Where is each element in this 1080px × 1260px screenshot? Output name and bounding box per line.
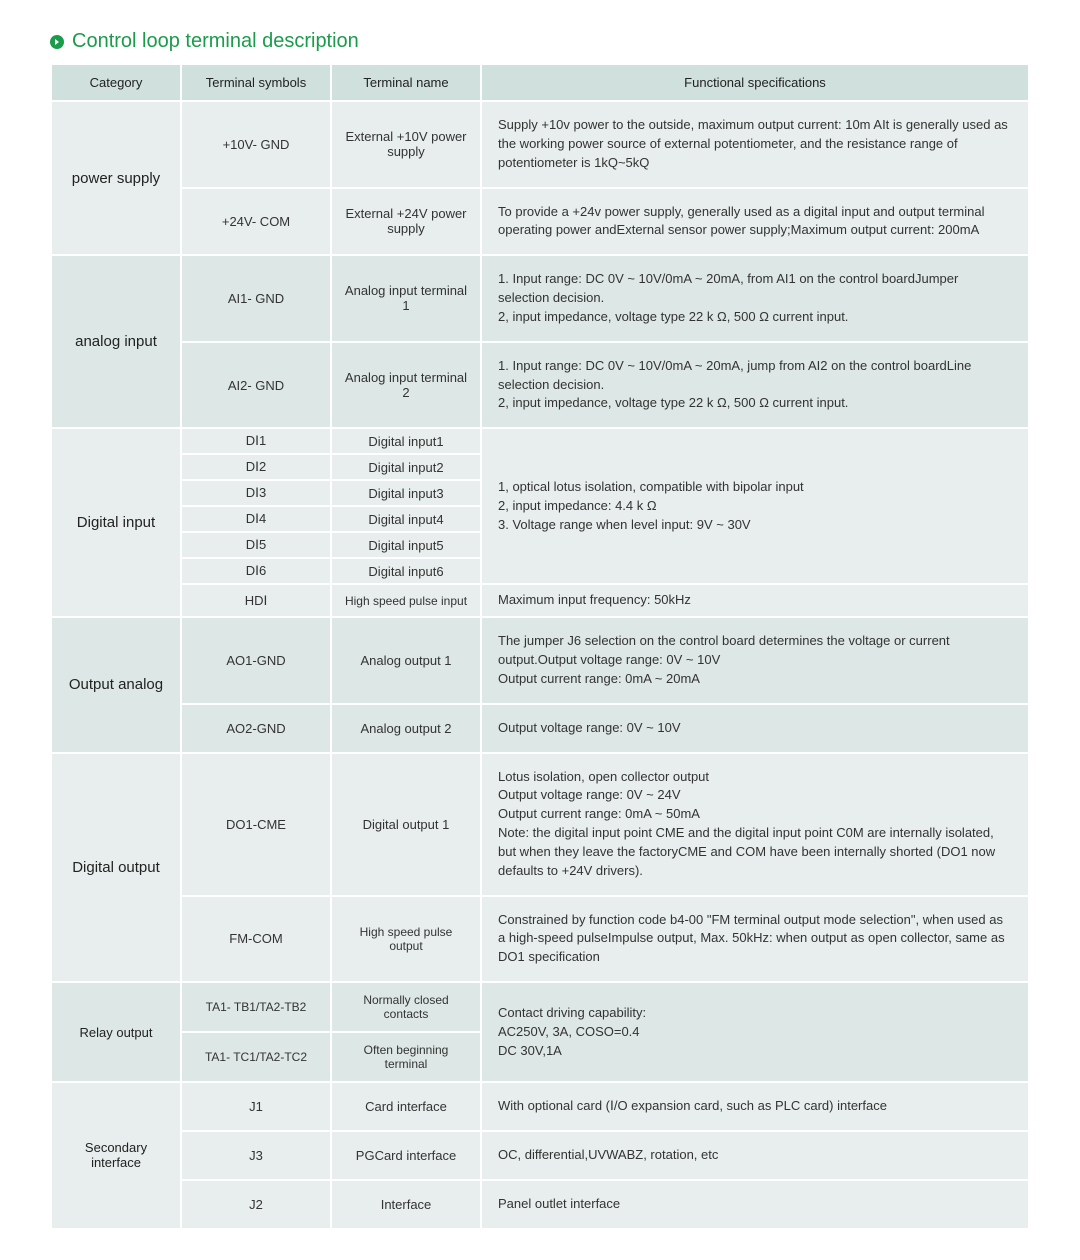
- spec: With optional card (Ⅰ/O expansion card, …: [481, 1082, 1029, 1131]
- tname: PGCard interface: [331, 1131, 481, 1180]
- sym: TA1- TB1/TA2-TB2: [181, 982, 331, 1032]
- cat-relay: Relay output: [51, 982, 181, 1082]
- spec: Output voltage range: 0V ~ 10V: [481, 704, 1029, 753]
- spec: Contact driving capability:AC250V, 3A, C…: [481, 982, 1029, 1082]
- spec: OC, differential,UVWABZ, rotation, etc: [481, 1131, 1029, 1180]
- spec: Maximum input frequency: 50kHz: [481, 584, 1029, 617]
- terminal-table: Category Terminal symbols Terminal name …: [50, 63, 1030, 1230]
- tname: External +24V power supply: [331, 188, 481, 256]
- tname: Analog output 2: [331, 704, 481, 753]
- col-category: Category: [51, 64, 181, 101]
- col-spec: Functional specifications: [481, 64, 1029, 101]
- spec: Panel outlet interface: [481, 1180, 1029, 1229]
- spec: 1, optical lotus isolation, compatible w…: [481, 428, 1029, 584]
- cat-dout: Digital output: [51, 753, 181, 983]
- tname: Often beginning terminal: [331, 1032, 481, 1082]
- tname: Digital input6: [331, 558, 481, 584]
- sym: J1: [181, 1082, 331, 1131]
- sym: +24V- COM: [181, 188, 331, 256]
- sym: DⅠ5: [181, 532, 331, 558]
- sym: AO1-GND: [181, 617, 331, 704]
- tname: High speed pulse output: [331, 896, 481, 983]
- col-symbols: Terminal symbols: [181, 64, 331, 101]
- sym: DO1-CME: [181, 753, 331, 896]
- tname: Digital input1: [331, 428, 481, 454]
- cat-ain: analog input: [51, 255, 181, 428]
- sym: DⅠ2: [181, 454, 331, 480]
- sym: J3: [181, 1131, 331, 1180]
- spec: Supply +10v power to the outside, maximu…: [481, 101, 1029, 188]
- spec: 1. Input range: DC 0V ~ 10V/0mA ~ 20mA, …: [481, 255, 1029, 342]
- tname: Card interface: [331, 1082, 481, 1131]
- sym: J2: [181, 1180, 331, 1229]
- col-name: Terminal name: [331, 64, 481, 101]
- sym: AI2- GND: [181, 342, 331, 429]
- spec: To provide a +24v power supply, generall…: [481, 188, 1029, 256]
- tname: Digital input4: [331, 506, 481, 532]
- tname: Interface: [331, 1180, 481, 1229]
- sym: FM-COM: [181, 896, 331, 983]
- sym: DⅠ6: [181, 558, 331, 584]
- title-bullet-icon: [50, 35, 64, 49]
- cat-sec: Secondary interface: [51, 1082, 181, 1229]
- tname: Digital input2: [331, 454, 481, 480]
- cat-aout: Output analog: [51, 617, 181, 752]
- tname: Digital output 1: [331, 753, 481, 896]
- sym: HDⅠ: [181, 584, 331, 617]
- page-title: Control loop terminal description: [72, 30, 359, 53]
- spec: 1. Input range: DC 0V ~ 10V/0mA ~ 20mA, …: [481, 342, 1029, 429]
- tname: Analog input terminal 1: [331, 255, 481, 342]
- spec: The jumper J6 selection on the control b…: [481, 617, 1029, 704]
- sym: DⅠ3: [181, 480, 331, 506]
- tname: Digital input3: [331, 480, 481, 506]
- cat-power: power supply: [51, 101, 181, 255]
- sym: +10V- GND: [181, 101, 331, 188]
- cat-din: Digital input: [51, 428, 181, 617]
- sym: AO2-GND: [181, 704, 331, 753]
- tname: Analog input terminal 2: [331, 342, 481, 429]
- tname: Digital input5: [331, 532, 481, 558]
- spec: Constrained by function code b4-00 "FM t…: [481, 896, 1029, 983]
- tname: High speed pulse input: [331, 584, 481, 617]
- sym: AI1- GND: [181, 255, 331, 342]
- tname: External +10V power supply: [331, 101, 481, 188]
- tname: Normally closed contacts: [331, 982, 481, 1032]
- sym: DⅠ1: [181, 428, 331, 454]
- tname: Analog output 1: [331, 617, 481, 704]
- sym: DⅠ4: [181, 506, 331, 532]
- sym: TA1- TC1/TA2-TC2: [181, 1032, 331, 1082]
- spec: Lotus isolation, open collector outputOu…: [481, 753, 1029, 896]
